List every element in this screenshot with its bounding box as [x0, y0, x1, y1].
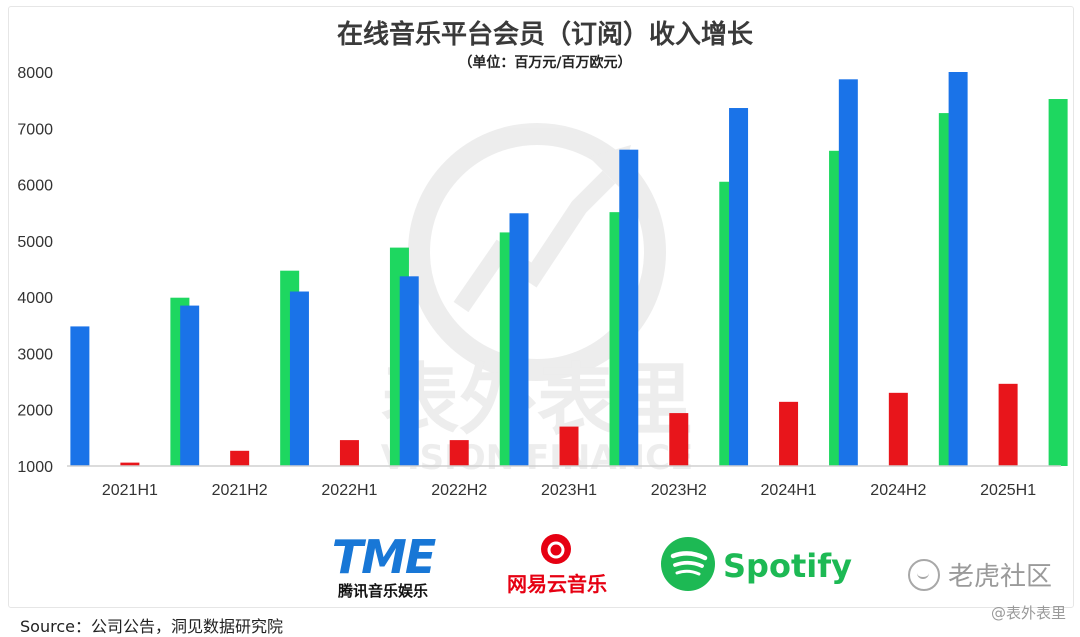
watermark-cn: 表外表里 [381, 356, 693, 446]
bar-tme-2021H2 [180, 305, 200, 466]
legend-tme: TME 腾讯音乐娱乐 [332, 530, 438, 600]
netease-logo-name: 网易云音乐 [507, 572, 607, 596]
y-tick-label: 2000 [17, 403, 53, 420]
watermark: 表外表里 VISION FINANCE [381, 123, 694, 478]
bar-tme-2024H1 [729, 108, 749, 466]
tme-logo-name: 腾讯音乐娱乐 [337, 582, 428, 600]
bar-netease-2021H2 [230, 450, 250, 466]
author-handle: @表外表里 [990, 604, 1066, 622]
y-tick-label: 8000 [17, 65, 53, 82]
x-axis: 2021H1 2021H2 2022H1 2022H2 2023H1 2023H2 2024… [102, 482, 1036, 499]
y-tick-label: 7000 [17, 121, 53, 138]
bar-tme-2023H1 [509, 213, 529, 466]
tme-logo-mark: TME [332, 530, 436, 584]
community-watermark: 老虎社区 [908, 556, 1052, 593]
bar-netease-2023H2 [669, 413, 689, 466]
x-tick-label: 2023H2 [651, 482, 707, 499]
y-tick-label: 6000 [17, 178, 53, 195]
bar-spotify-2025H1 [1048, 99, 1068, 466]
source-note: Source：公司公告，洞见数据研究院 [20, 617, 283, 636]
legend-spotify: Spotify [661, 537, 852, 591]
chart-card: 表外表里 VISION FINANCE 在线音乐平台会员（订阅）收入增长 （单位… [8, 6, 1074, 608]
y-tick-label: 5000 [17, 234, 53, 251]
legend: TME 腾讯音乐娱乐 网易云音乐 Spotify [332, 530, 852, 600]
chart-subtitle: （单位：百万元/百万欧元） [458, 54, 631, 71]
x-tick-label: 2021H1 [102, 482, 158, 499]
bar-tme-2021H1 [70, 326, 90, 466]
bar-tme-2022H2 [399, 276, 419, 466]
bar-netease-2021H1 [120, 462, 140, 466]
netease-logo-icon [541, 534, 571, 564]
y-tick-label: 1000 [17, 459, 53, 476]
x-tick-label: 2024H1 [761, 482, 817, 499]
bar-tme-2023H2 [619, 149, 639, 466]
x-tick-label: 2022H2 [431, 482, 487, 499]
chart: 表外表里 VISION FINANCE 在线音乐平台会员（订阅）收入增长 （单位… [17, 19, 1068, 600]
community-logo-icon [908, 558, 940, 591]
bar-tme-2022H1 [289, 291, 309, 466]
bar-tme-2024H2 [838, 79, 858, 467]
x-tick-label: 2021H2 [212, 482, 268, 499]
community-name: 老虎社区 [948, 562, 1053, 592]
bar-netease-2022H2 [449, 440, 469, 466]
legend-netease: 网易云音乐 [507, 534, 607, 596]
bar-netease-2023H1 [559, 426, 579, 466]
x-tick-label: 2023H1 [541, 482, 597, 499]
y-tick-label: 3000 [17, 346, 53, 363]
x-tick-label: 2024H2 [870, 482, 926, 499]
bar-tme-2025H1 [948, 72, 968, 466]
bar-netease-2022H1 [339, 440, 359, 466]
x-tick-label: 2025H1 [980, 482, 1036, 499]
y-tick-label: 4000 [17, 290, 53, 307]
spotify-logo-name: Spotify [723, 547, 852, 585]
x-tick-label: 2022H1 [321, 482, 377, 499]
bar-netease-2025H1 [998, 383, 1018, 466]
y-axis: 1000 2000 3000 4000 5000 6000 7000 8000 [17, 65, 53, 476]
watermark-en: VISION FINANCE [381, 438, 694, 478]
chart-title: 在线音乐平台会员（订阅）收入增长 [337, 19, 754, 50]
bars [70, 72, 1068, 467]
bar-netease-2024H2 [888, 392, 908, 466]
bar-netease-2024H1 [779, 401, 799, 466]
